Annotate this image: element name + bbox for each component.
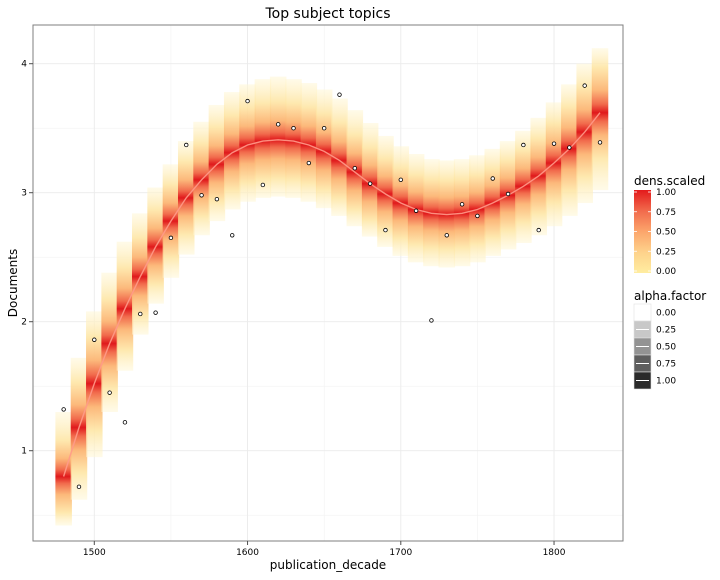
colorbar-label: 0.75 bbox=[656, 208, 676, 218]
data-point bbox=[567, 145, 572, 150]
legend-density-title: dens.scaled bbox=[634, 174, 705, 188]
colorbar-label: 1.00 bbox=[656, 188, 676, 198]
density-strip bbox=[331, 98, 348, 216]
colorbar-label: 0.00 bbox=[656, 267, 676, 277]
density-strip bbox=[591, 48, 609, 191]
data-point bbox=[352, 165, 358, 171]
density-strip bbox=[223, 92, 241, 210]
legend-key-label: 0.50 bbox=[656, 343, 676, 353]
density-strip bbox=[407, 154, 425, 263]
data-point bbox=[153, 310, 158, 315]
density-strip bbox=[132, 213, 149, 335]
density-strip bbox=[116, 241, 134, 371]
data-point bbox=[230, 233, 235, 238]
density-strip bbox=[55, 412, 72, 526]
density-strip bbox=[300, 83, 318, 202]
data-point bbox=[76, 484, 82, 490]
colorbar bbox=[634, 190, 651, 273]
data-point bbox=[275, 122, 281, 127]
data-point bbox=[475, 213, 480, 219]
legend-key-label: 0.00 bbox=[656, 309, 676, 319]
x-tick-label: 1600 bbox=[236, 548, 259, 558]
data-point bbox=[92, 337, 97, 342]
colorbar-label: 0.50 bbox=[656, 228, 676, 238]
data-point bbox=[367, 181, 373, 186]
data-point bbox=[429, 318, 434, 323]
density-strip bbox=[208, 104, 226, 222]
x-axis-label: publication_decade bbox=[270, 558, 386, 572]
data-point bbox=[61, 407, 66, 412]
density-strip bbox=[269, 76, 287, 197]
data-point bbox=[168, 235, 174, 241]
data-point bbox=[505, 191, 511, 197]
x-tick-label: 1700 bbox=[389, 548, 412, 558]
data-point bbox=[413, 208, 419, 213]
legend-density: dens.scaled 1.00 0.75 0.50 0.25 0.00 bbox=[634, 174, 705, 277]
y-tick-label: 2 bbox=[21, 318, 27, 328]
chart-title: Top subject topics bbox=[264, 6, 390, 22]
density-strip bbox=[315, 89, 333, 209]
data-point bbox=[337, 92, 342, 97]
data-point bbox=[214, 196, 220, 202]
data-point bbox=[521, 142, 526, 148]
density-strip bbox=[239, 84, 256, 202]
data-point bbox=[306, 160, 312, 166]
data-point bbox=[245, 98, 250, 104]
density-strip bbox=[576, 63, 593, 204]
data-point bbox=[490, 176, 495, 181]
data-point bbox=[138, 311, 143, 317]
density-strip bbox=[285, 79, 302, 198]
y-tick-label: 1 bbox=[21, 447, 27, 457]
data-point bbox=[122, 420, 128, 425]
data-point bbox=[536, 227, 541, 233]
density-strip bbox=[361, 123, 379, 237]
legend-alpha: alpha.factor 0.00 0.25 0.50 0.75 1.00 bbox=[633, 289, 706, 390]
density-strip bbox=[254, 79, 272, 198]
data-point bbox=[184, 142, 189, 148]
plot-border bbox=[32, 24, 624, 542]
x-tick-label: 1500 bbox=[83, 548, 106, 558]
density-strip bbox=[545, 102, 563, 227]
data-point bbox=[291, 125, 296, 131]
data-point bbox=[321, 125, 327, 131]
plot-area: 1500 1600 1700 1800 1 2 3 4 bbox=[21, 24, 624, 558]
data-point bbox=[199, 193, 204, 198]
density-strip bbox=[193, 121, 210, 236]
density-strip bbox=[377, 135, 394, 247]
points bbox=[61, 83, 603, 490]
legend-key-label: 1.00 bbox=[656, 377, 676, 387]
x-tick-label: 1800 bbox=[543, 548, 566, 558]
axes: 1500 1600 1700 1800 1 2 3 4 bbox=[21, 60, 565, 558]
data-point bbox=[582, 83, 587, 88]
data-point bbox=[398, 177, 403, 182]
density-strip bbox=[561, 84, 578, 216]
legend-alpha-title: alpha.factor bbox=[634, 289, 706, 303]
data-point bbox=[444, 233, 449, 238]
data-point bbox=[383, 227, 388, 233]
density-strip bbox=[392, 146, 410, 256]
legend-key-label: 0.25 bbox=[656, 326, 676, 336]
legend-key-label: 0.75 bbox=[656, 360, 676, 370]
data-point bbox=[107, 390, 112, 395]
density-band bbox=[55, 48, 609, 526]
smooth-line bbox=[62, 112, 601, 477]
y-tick-label: 3 bbox=[21, 189, 27, 199]
colorbar-label: 0.25 bbox=[656, 247, 676, 257]
y-axis-label: Documents bbox=[6, 249, 20, 317]
data-point bbox=[551, 141, 557, 146]
data-point bbox=[260, 182, 266, 188]
data-point bbox=[459, 202, 465, 207]
data-point bbox=[597, 140, 603, 145]
y-tick-label: 4 bbox=[21, 60, 27, 70]
